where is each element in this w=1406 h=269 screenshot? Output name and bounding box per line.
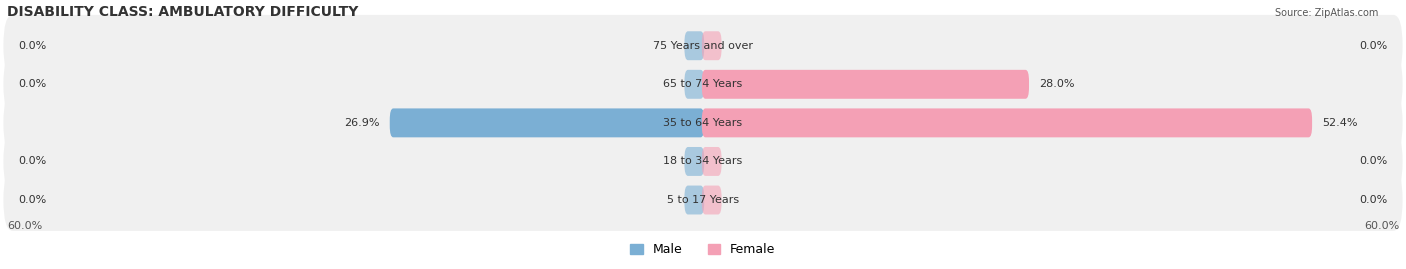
FancyBboxPatch shape <box>389 108 704 137</box>
FancyBboxPatch shape <box>702 147 721 176</box>
FancyBboxPatch shape <box>685 186 704 214</box>
Text: 65 to 74 Years: 65 to 74 Years <box>664 79 742 89</box>
Text: 18 to 34 Years: 18 to 34 Years <box>664 157 742 167</box>
FancyBboxPatch shape <box>3 54 1403 115</box>
Text: 0.0%: 0.0% <box>18 79 46 89</box>
Text: 0.0%: 0.0% <box>18 41 46 51</box>
FancyBboxPatch shape <box>702 108 1312 137</box>
Text: 0.0%: 0.0% <box>18 195 46 205</box>
FancyBboxPatch shape <box>3 169 1403 231</box>
Text: 60.0%: 60.0% <box>1364 221 1399 231</box>
Text: 52.4%: 52.4% <box>1323 118 1358 128</box>
Text: 60.0%: 60.0% <box>7 221 42 231</box>
Text: 0.0%: 0.0% <box>1360 195 1388 205</box>
FancyBboxPatch shape <box>702 31 721 60</box>
Text: 35 to 64 Years: 35 to 64 Years <box>664 118 742 128</box>
Text: DISABILITY CLASS: AMBULATORY DIFFICULTY: DISABILITY CLASS: AMBULATORY DIFFICULTY <box>7 5 359 19</box>
Text: 5 to 17 Years: 5 to 17 Years <box>666 195 740 205</box>
FancyBboxPatch shape <box>3 92 1403 154</box>
Text: 0.0%: 0.0% <box>1360 41 1388 51</box>
Text: 28.0%: 28.0% <box>1039 79 1076 89</box>
Text: 26.9%: 26.9% <box>344 118 380 128</box>
Text: 0.0%: 0.0% <box>18 157 46 167</box>
FancyBboxPatch shape <box>685 147 704 176</box>
Text: 0.0%: 0.0% <box>1360 157 1388 167</box>
Text: 75 Years and over: 75 Years and over <box>652 41 754 51</box>
FancyBboxPatch shape <box>702 186 721 214</box>
Text: Source: ZipAtlas.com: Source: ZipAtlas.com <box>1274 8 1378 18</box>
Legend: Male, Female: Male, Female <box>626 238 780 261</box>
FancyBboxPatch shape <box>3 130 1403 192</box>
FancyBboxPatch shape <box>685 31 704 60</box>
FancyBboxPatch shape <box>702 70 1029 99</box>
FancyBboxPatch shape <box>3 15 1403 77</box>
FancyBboxPatch shape <box>685 70 704 99</box>
